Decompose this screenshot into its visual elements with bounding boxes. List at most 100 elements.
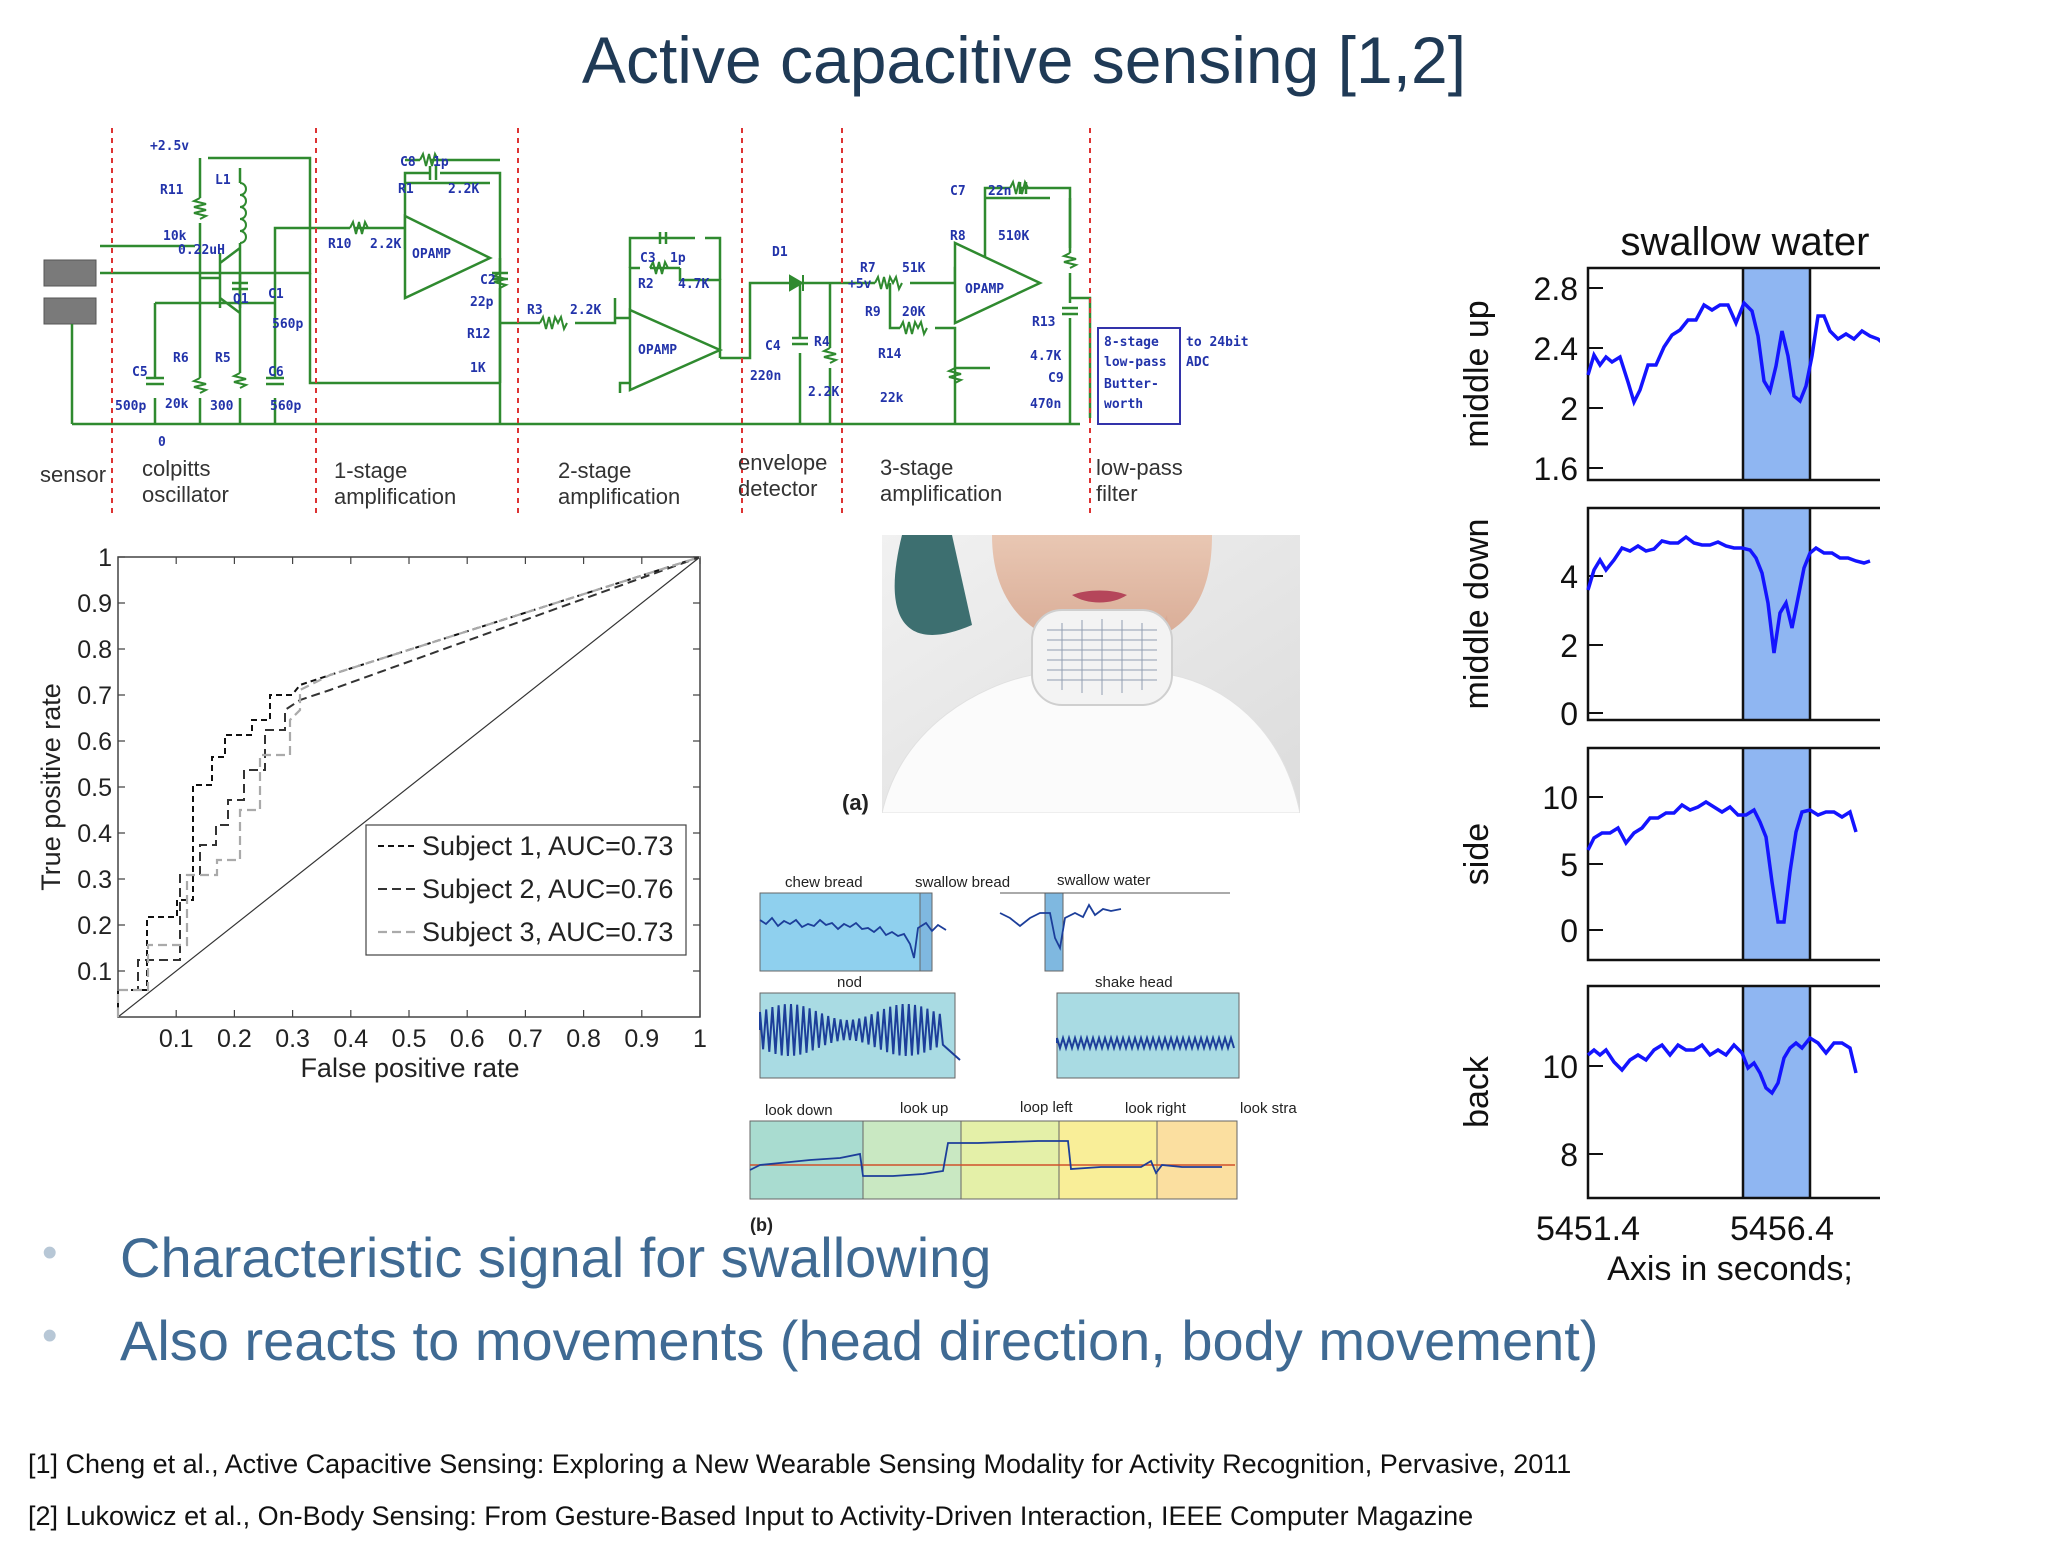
label-r14: R14 [878,347,902,362]
roc-ytick-label: 0.1 [77,958,112,986]
lips-shape [1072,590,1127,603]
circuit-diagram: +2.5v R11 L1 10k 0.22uH Q1 C1 560p R6 R5… [43,128,1249,513]
roc-xtick-label: 0.8 [566,1025,601,1053]
label-r2v: 4.7K [678,277,709,292]
label-r4v: 2.2K [808,385,839,400]
label-adc2: ADC [1186,355,1209,370]
label-r12v: 1K [470,361,486,376]
swallow-band-2 [1743,508,1810,720]
label-r6: R6 [173,351,189,366]
roc-ytick-label: 0.8 [77,636,112,664]
label-c1v: 560p [272,317,303,332]
label-c6: C6 [268,365,284,380]
swallow-band-3 [1743,748,1810,960]
box-look-up [862,1120,962,1200]
roc-ytick-label: 0.5 [77,774,112,802]
label-r3: R3 [527,303,543,318]
label-c4v: 220n [750,369,781,384]
label-look-up: look up [900,1100,948,1117]
label-r8: R8 [950,229,966,244]
roc-xtick-label: 0.2 [217,1025,252,1053]
roc-ylabel: True positive rate [36,683,66,891]
trace-back [1586,1035,1858,1096]
ytick-side-5: 5 [1560,847,1578,883]
label-c8v: 1p [433,155,449,170]
ytick-side-0: 0 [1560,913,1578,949]
roc-ytick-label: 0.2 [77,912,112,940]
label-look-left: loop left [1020,1099,1073,1116]
ylabel-middle-down: middle down [1460,519,1496,710]
label-filter3: Butter- [1104,377,1159,392]
panel-frame-middle-down [1586,506,1880,722]
label-r10v: 2.2K [370,237,401,252]
ytick-md-0: 0 [1560,696,1578,732]
swallow-water-chart: swallow water 2.8 2.4 2 1.6 4 2 0 10 5 0… [1460,220,1880,1288]
label-r5: R5 [215,351,231,366]
roc-xtick-label: 0.5 [392,1025,427,1053]
label-c7: C7 [950,184,966,199]
label-nod: nod [837,974,862,991]
reference-1: [1] Cheng et al., Active Capacitive Sens… [28,1449,1572,1479]
references: [1] Cheng et al., Active Capacitive Sens… [28,1438,1571,1542]
label-r11v: 10k [163,229,187,244]
roc-ytick-label: 0.3 [77,866,112,894]
label-look-straight: look stra [1240,1100,1297,1117]
label-r12: R12 [467,327,490,342]
label-c8: C8 [400,155,416,170]
label-r1: R1 [398,182,414,197]
ylabel-side: side [1460,823,1496,885]
label-q1: Q1 [233,292,249,307]
roc-xtick-label: 0.7 [508,1025,543,1053]
label-shake-head: shake head [1095,974,1173,991]
panel-label-b: (b) [750,1215,773,1235]
label-r2: R2 [638,277,654,292]
label-c5v: 500p [115,399,146,414]
label-d1: D1 [772,245,788,260]
box-look-right [1058,1120,1158,1200]
stage-colpitts: colpitts oscillator [142,456,229,507]
reference-2: [2] Lukowicz et al., On-Body Sensing: Fr… [28,1501,1474,1531]
bullet-dot-icon: • [42,1311,58,1360]
label-c9v: 470n [1030,397,1061,412]
label-c2: C2 [480,273,496,288]
label-r9v: 20K [902,305,926,320]
trace-row1-left [759,916,947,959]
label-r13v: 4.7K [1030,349,1061,364]
stage-lowpass: low-pass filter [1096,455,1183,506]
trace-middle-up [1586,299,1880,407]
label-opamp-1: OPAMP [412,247,451,262]
bullet-text-2: Also reacts to movements (head direction… [120,1309,1599,1372]
label-c3v: 1p [670,251,686,266]
label-c2v: 22p [470,295,494,310]
label-r3v: 2.2K [570,303,601,318]
label-r8v: 510K [998,229,1029,244]
stage-amp3: 3-stage amplification [880,455,1003,506]
legend-subject-1: Subject 1, AUC=0.73 [422,831,673,861]
label-swallow-bread: swallow bread [915,874,1010,891]
ytick-side-10: 10 [1542,780,1578,816]
label-swallow-water: swallow water [1057,872,1150,889]
ylabel-back: back [1460,1055,1496,1128]
label-r7: R7 [860,261,876,276]
trace-row3 [749,1140,1222,1177]
label-r5v: 300 [210,399,234,414]
label-adc1: to 24bit [1186,335,1249,350]
label-look-right: look right [1125,1100,1187,1117]
swallow-band-4 [1743,986,1810,1198]
ytick-mu-2.8: 2.8 [1534,271,1578,307]
roc-curve-subject-2 [117,556,701,1017]
trace-side [1586,799,1858,924]
swallow-band-1 [1743,268,1810,480]
label-r6v: 20k [165,397,189,412]
label-c3: C3 [640,251,656,266]
xtick-5456.4: 5456.4 [1730,1210,1834,1248]
label-c1: C1 [268,287,284,302]
label-opamp-2: OPAMP [638,343,677,358]
label-filter1: 8-stage [1104,335,1159,350]
box-look-left [960,1120,1060,1200]
bullet-text-1: Characteristic signal for swallowing [120,1226,992,1289]
ytick-back-10: 10 [1542,1049,1578,1085]
xtick-5451.4: 5451.4 [1536,1210,1640,1248]
bullet-list: • Characteristic signal for swallowing •… [40,1225,1740,1391]
roc-xtick-label: 0.4 [333,1025,368,1053]
